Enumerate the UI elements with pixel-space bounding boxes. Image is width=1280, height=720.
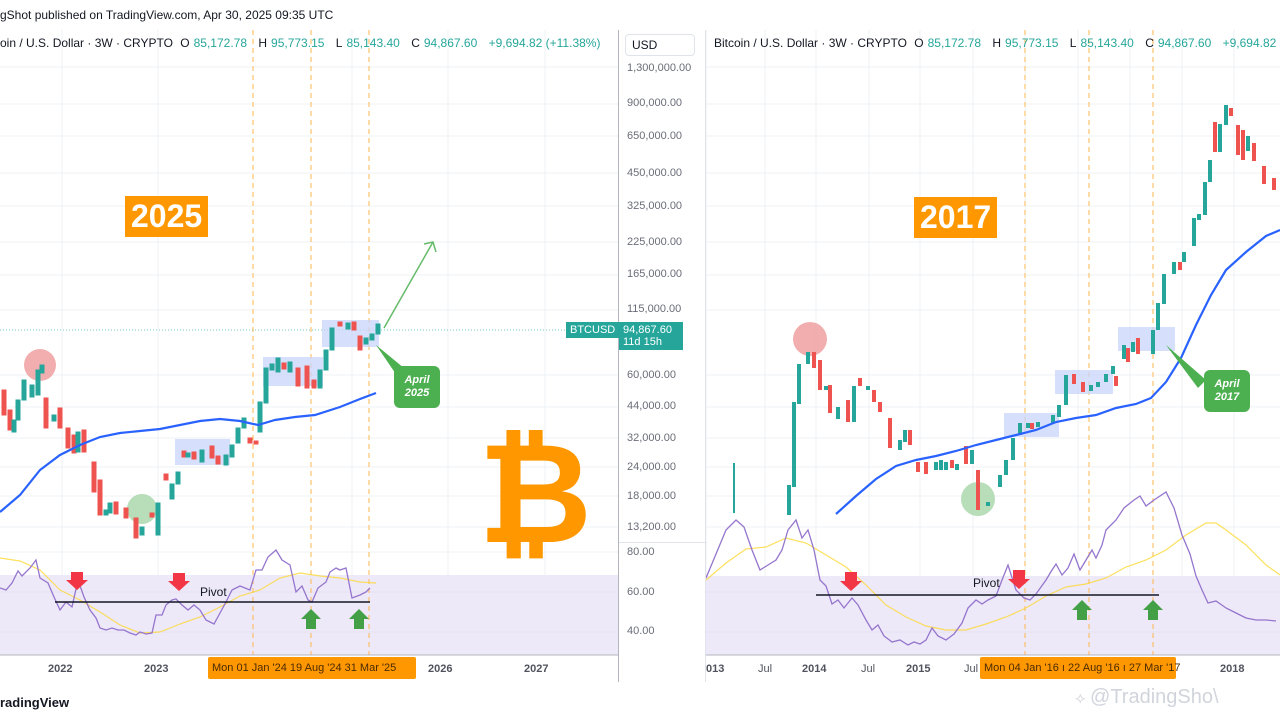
bar-countdown: 11d 15h [623,336,662,348]
last-price-label: 94,867.60 11d 15h [619,322,683,350]
chart-panel-left[interactable]: oin / U.S. Dollar · 3W · CRYPTO O 85,172.… [0,30,618,682]
legend-open: 85,172.78 [927,36,982,50]
time-tick: 2018 [1220,663,1245,675]
legend-right: Bitcoin / U.S. Dollar · 3W · CRYPTO O 85,… [714,36,1280,50]
bitcoin-logo-icon: ₿ [478,413,593,576]
time-tick: Jul [964,663,979,675]
legend-open: 85,172.78 [193,36,248,50]
chart-panel-right[interactable]: Bitcoin / U.S. Dollar · 3W · CRYPTO O 85,… [706,30,1280,682]
price-tick: 13,200.00 [627,521,676,533]
rsi-tick: 60.00 [627,586,655,598]
legend-change: +9,694.82 (+11.38%) [488,36,601,50]
legend-high: 95,773.15 [271,36,325,50]
price-tick: 18,000.00 [627,490,676,502]
pane-divider [619,542,707,543]
time-tick: 2023 [144,663,169,675]
rsi-tick: 80.00 [627,546,655,558]
callout-april-2025: April 2025 [394,366,440,408]
published-line: gShot published on TradingView.com, Apr … [0,8,334,22]
price-axis[interactable]: USD 1,300,000.00 900,000.00 650,000.00 4… [618,30,707,682]
time-tick: Jul [758,663,773,675]
callout-april-2017: April 2017 [1204,370,1250,412]
price-tick: 900,000.00 [627,97,683,109]
time-axis-right[interactable]: 013 Jul 2014 Jul 2015 Jul Mon 04 Jan '16… [706,655,1280,682]
time-tick: 013 [706,663,725,675]
price-tick: 325,000.00 [627,200,683,212]
time-tick: Jul [861,663,876,675]
legend-low: 85,143.40 [346,36,400,50]
currency-button[interactable]: USD [625,34,695,56]
pivot-label-right: Pivot [973,576,1000,590]
legend-symbol: Bitcoin / U.S. Dollar · 3W · CRYPTO [714,36,907,50]
year-label-2025: 2025 [125,196,209,237]
tradingview-logo[interactable]: radingView [0,695,70,710]
legend-change: +9,694.82 (+11.38%) [1222,36,1280,50]
price-tick: 450,000.00 [627,167,683,179]
price-tick: 650,000.00 [627,130,683,142]
tradingview-mark-icon: ⟡ [1075,690,1091,707]
price-tick: 24,000.00 [627,461,676,473]
legend-close: 94,867.60 [423,36,478,50]
time-axis-left[interactable]: 2022 2023 Mon 01 Jan '24 19 Aug '24 31 M… [0,655,618,682]
time-tick: 2022 [48,663,73,675]
time-tick: 2027 [524,663,549,675]
price-tick: 44,000.00 [627,400,676,412]
legend-close: 94,867.60 [1157,36,1212,50]
time-range-highlight: Mon 01 Jan '24 19 Aug '24 31 Mar '25 [208,657,416,679]
year-label-2017: 2017 [914,197,998,238]
time-tick: 2014 [802,663,827,675]
pivot-label-left: Pivot [200,585,227,599]
author-watermark: ⟡ @TradingSho\ [1075,686,1219,708]
time-range-highlight: Mon 04 Jan '16 ı 22 Aug '16 ı 27 Mar '17 [980,657,1181,679]
symbol-price-tag: BTCUSD [566,322,620,338]
price-tick: 225,000.00 [627,236,683,248]
price-tick: 1,300,000.00 [627,62,692,74]
price-tick: 115,000.00 [627,303,682,315]
legend-low: 85,143.40 [1080,36,1134,50]
price-tick: 165,000.00 [627,268,683,280]
chart-canvas-left[interactable] [0,30,618,682]
chart-canvas-right[interactable] [706,30,1280,682]
legend-left: oin / U.S. Dollar · 3W · CRYPTO O 85,172.… [0,36,601,50]
price-tick: 32,000.00 [627,432,676,444]
time-tick: 2026 [428,663,453,675]
legend-symbol: oin / U.S. Dollar · 3W · CRYPTO [0,36,173,50]
time-tick: 2015 [906,663,931,675]
price-tick: 60,000.00 [627,369,676,381]
legend-high: 95,773.15 [1005,36,1059,50]
rsi-tick: 40.00 [627,625,655,637]
